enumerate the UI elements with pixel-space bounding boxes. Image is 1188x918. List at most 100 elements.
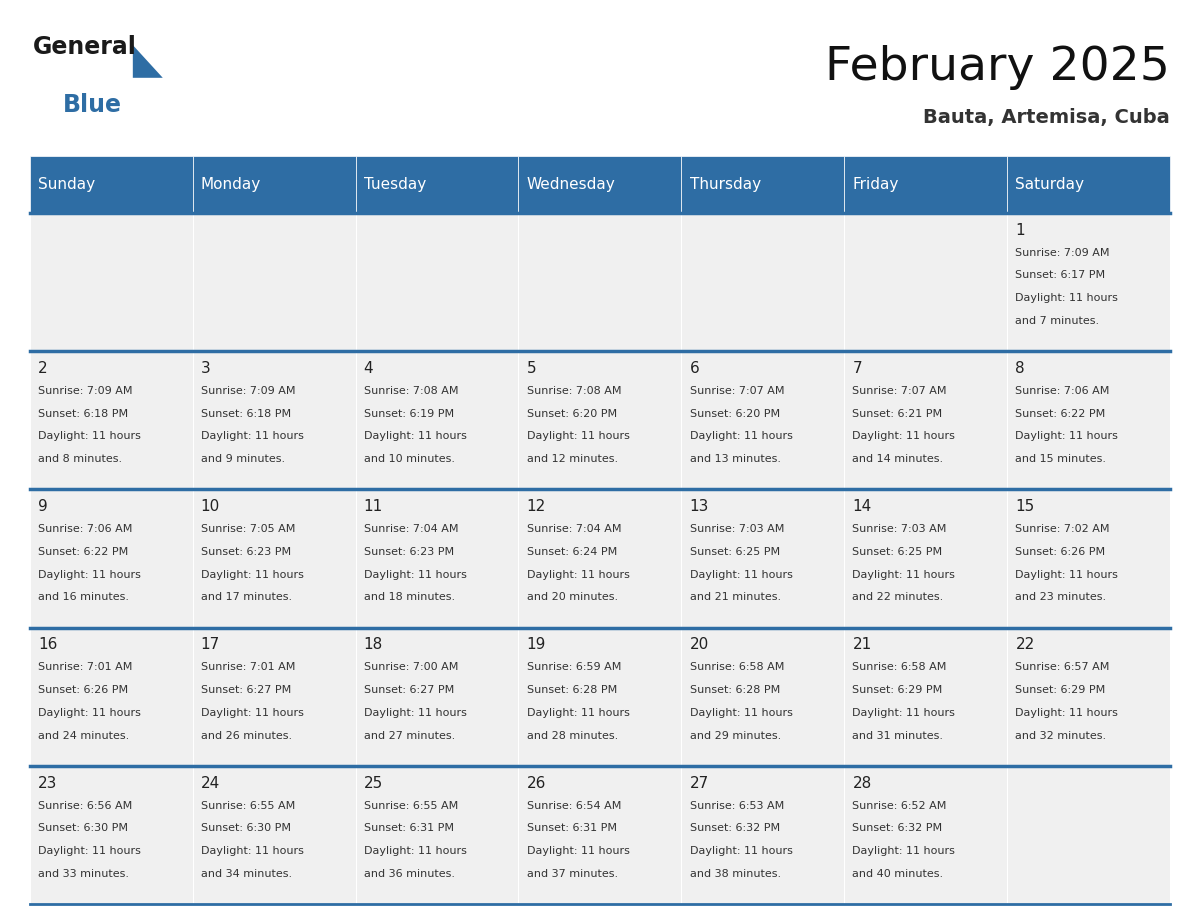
Text: Sunset: 6:20 PM: Sunset: 6:20 PM: [689, 409, 779, 419]
Text: Daylight: 11 hours: Daylight: 11 hours: [526, 431, 630, 442]
Text: Sunrise: 7:08 AM: Sunrise: 7:08 AM: [364, 386, 459, 396]
Text: 23: 23: [38, 776, 57, 790]
Text: 20: 20: [689, 637, 709, 653]
Text: Sunrise: 7:01 AM: Sunrise: 7:01 AM: [201, 662, 295, 672]
Text: 22: 22: [1016, 637, 1035, 653]
Text: Wednesday: Wednesday: [526, 177, 615, 192]
Text: and 21 minutes.: and 21 minutes.: [689, 592, 781, 602]
Text: Sunset: 6:29 PM: Sunset: 6:29 PM: [853, 685, 943, 695]
Text: 6: 6: [689, 361, 700, 375]
Text: Sunrise: 7:07 AM: Sunrise: 7:07 AM: [689, 386, 784, 396]
Text: and 24 minutes.: and 24 minutes.: [38, 731, 129, 741]
Text: 17: 17: [201, 637, 220, 653]
Text: Sunrise: 7:09 AM: Sunrise: 7:09 AM: [201, 386, 296, 396]
Text: Sunrise: 7:05 AM: Sunrise: 7:05 AM: [201, 524, 295, 534]
Text: Sunrise: 7:09 AM: Sunrise: 7:09 AM: [1016, 248, 1110, 258]
Text: 18: 18: [364, 637, 383, 653]
Text: Sunset: 6:30 PM: Sunset: 6:30 PM: [201, 823, 291, 834]
Text: Daylight: 11 hours: Daylight: 11 hours: [689, 431, 792, 442]
Text: 27: 27: [689, 776, 709, 790]
Text: and 12 minutes.: and 12 minutes.: [526, 454, 618, 465]
Text: 10: 10: [201, 499, 220, 514]
Text: and 18 minutes.: and 18 minutes.: [364, 592, 455, 602]
Text: Sunrise: 7:01 AM: Sunrise: 7:01 AM: [38, 662, 132, 672]
Text: Sunrise: 7:06 AM: Sunrise: 7:06 AM: [1016, 386, 1110, 396]
Text: 25: 25: [364, 776, 383, 790]
Text: and 10 minutes.: and 10 minutes.: [364, 454, 455, 465]
Text: Sunset: 6:18 PM: Sunset: 6:18 PM: [201, 409, 291, 419]
Text: Daylight: 11 hours: Daylight: 11 hours: [38, 708, 140, 718]
Text: 14: 14: [853, 499, 872, 514]
Text: Sunrise: 7:04 AM: Sunrise: 7:04 AM: [364, 524, 459, 534]
Text: Sunrise: 7:06 AM: Sunrise: 7:06 AM: [38, 524, 132, 534]
Text: Sunset: 6:18 PM: Sunset: 6:18 PM: [38, 409, 128, 419]
Text: Sunset: 6:25 PM: Sunset: 6:25 PM: [689, 547, 779, 557]
Text: 19: 19: [526, 637, 546, 653]
Text: Sunset: 6:22 PM: Sunset: 6:22 PM: [1016, 409, 1106, 419]
Text: Sunrise: 6:59 AM: Sunrise: 6:59 AM: [526, 662, 621, 672]
Text: and 20 minutes.: and 20 minutes.: [526, 592, 618, 602]
Text: and 22 minutes.: and 22 minutes.: [853, 592, 943, 602]
Text: Sunrise: 7:03 AM: Sunrise: 7:03 AM: [853, 524, 947, 534]
Text: 26: 26: [526, 776, 546, 790]
Text: 9: 9: [38, 499, 48, 514]
Text: Monday: Monday: [201, 177, 261, 192]
Polygon shape: [133, 45, 163, 78]
Text: and 38 minutes.: and 38 minutes.: [689, 869, 781, 879]
Text: and 8 minutes.: and 8 minutes.: [38, 454, 122, 465]
Text: Sunset: 6:20 PM: Sunset: 6:20 PM: [526, 409, 617, 419]
Text: Sunset: 6:27 PM: Sunset: 6:27 PM: [364, 685, 454, 695]
Text: Sunset: 6:29 PM: Sunset: 6:29 PM: [1016, 685, 1106, 695]
Text: and 7 minutes.: and 7 minutes.: [1016, 316, 1100, 326]
Text: and 32 minutes.: and 32 minutes.: [1016, 731, 1106, 741]
Text: 16: 16: [38, 637, 57, 653]
Text: and 17 minutes.: and 17 minutes.: [201, 592, 292, 602]
Text: 4: 4: [364, 361, 373, 375]
Text: Thursday: Thursday: [689, 177, 760, 192]
Text: Sunrise: 6:58 AM: Sunrise: 6:58 AM: [853, 662, 947, 672]
Text: Saturday: Saturday: [1016, 177, 1085, 192]
Text: and 9 minutes.: and 9 minutes.: [201, 454, 285, 465]
Text: Tuesday: Tuesday: [364, 177, 426, 192]
Text: Daylight: 11 hours: Daylight: 11 hours: [853, 708, 955, 718]
Text: Daylight: 11 hours: Daylight: 11 hours: [201, 846, 304, 856]
Text: Sunrise: 7:00 AM: Sunrise: 7:00 AM: [364, 662, 459, 672]
Text: Sunset: 6:30 PM: Sunset: 6:30 PM: [38, 823, 128, 834]
Text: Sunrise: 6:57 AM: Sunrise: 6:57 AM: [1016, 662, 1110, 672]
Text: 11: 11: [364, 499, 383, 514]
Text: and 34 minutes.: and 34 minutes.: [201, 869, 292, 879]
Text: Sunset: 6:26 PM: Sunset: 6:26 PM: [1016, 547, 1106, 557]
Text: Sunset: 6:28 PM: Sunset: 6:28 PM: [689, 685, 779, 695]
Text: Daylight: 11 hours: Daylight: 11 hours: [364, 708, 467, 718]
Text: and 23 minutes.: and 23 minutes.: [1016, 592, 1106, 602]
Text: Sunrise: 6:58 AM: Sunrise: 6:58 AM: [689, 662, 784, 672]
Text: 13: 13: [689, 499, 709, 514]
Text: Sunrise: 6:56 AM: Sunrise: 6:56 AM: [38, 800, 132, 811]
Text: Sunset: 6:28 PM: Sunset: 6:28 PM: [526, 685, 617, 695]
Text: Blue: Blue: [63, 94, 122, 118]
Text: Daylight: 11 hours: Daylight: 11 hours: [1016, 570, 1118, 579]
Text: Daylight: 11 hours: Daylight: 11 hours: [853, 570, 955, 579]
Text: Sunday: Sunday: [38, 177, 95, 192]
Text: and 28 minutes.: and 28 minutes.: [526, 731, 618, 741]
Text: February 2025: February 2025: [826, 45, 1170, 90]
Text: Sunrise: 7:02 AM: Sunrise: 7:02 AM: [1016, 524, 1110, 534]
Text: Sunrise: 7:07 AM: Sunrise: 7:07 AM: [853, 386, 947, 396]
Text: Sunset: 6:31 PM: Sunset: 6:31 PM: [364, 823, 454, 834]
Text: Sunrise: 6:54 AM: Sunrise: 6:54 AM: [526, 800, 621, 811]
Text: Sunset: 6:27 PM: Sunset: 6:27 PM: [201, 685, 291, 695]
Text: Daylight: 11 hours: Daylight: 11 hours: [689, 570, 792, 579]
Text: Sunrise: 6:53 AM: Sunrise: 6:53 AM: [689, 800, 784, 811]
Text: Sunrise: 7:09 AM: Sunrise: 7:09 AM: [38, 386, 132, 396]
Text: Daylight: 11 hours: Daylight: 11 hours: [526, 708, 630, 718]
Text: Daylight: 11 hours: Daylight: 11 hours: [364, 570, 467, 579]
Text: Daylight: 11 hours: Daylight: 11 hours: [364, 431, 467, 442]
Text: Sunset: 6:32 PM: Sunset: 6:32 PM: [689, 823, 779, 834]
Text: and 14 minutes.: and 14 minutes.: [853, 454, 943, 465]
Text: and 26 minutes.: and 26 minutes.: [201, 731, 292, 741]
Text: Daylight: 11 hours: Daylight: 11 hours: [1016, 293, 1118, 303]
Text: and 16 minutes.: and 16 minutes.: [38, 592, 128, 602]
Text: and 31 minutes.: and 31 minutes.: [853, 731, 943, 741]
Text: and 33 minutes.: and 33 minutes.: [38, 869, 128, 879]
Text: 7: 7: [853, 361, 862, 375]
